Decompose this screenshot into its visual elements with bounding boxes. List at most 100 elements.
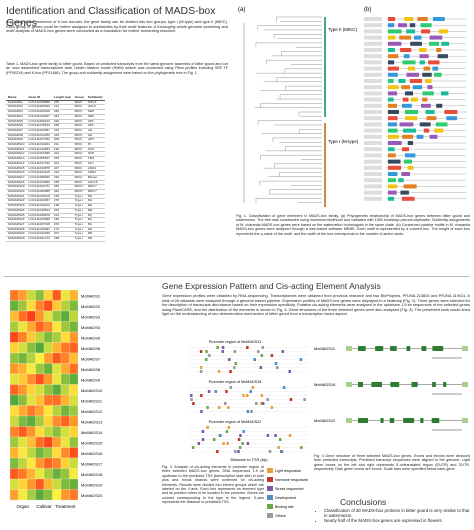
- motif-label-box: [364, 134, 382, 139]
- motif-box: [425, 79, 432, 83]
- heatmap-cell: [52, 436, 62, 448]
- heatmap-cell: [43, 352, 53, 364]
- motif-box: [388, 159, 401, 164]
- table-cell: Type I: [72, 227, 86, 233]
- table-cell: TM3: [85, 156, 105, 162]
- heatmap-cell: [43, 300, 53, 312]
- heatmap-cell: [9, 415, 19, 427]
- heatmap-cell: [60, 447, 70, 459]
- table-cell: McMADS29: [6, 231, 27, 238]
- heatmap-cell: [52, 342, 62, 354]
- table-cell: 224: [51, 152, 73, 158]
- motif-box: [404, 91, 414, 96]
- motif-box: [398, 178, 404, 183]
- heatmap-cell: [9, 405, 19, 417]
- motif-box: [432, 17, 445, 21]
- heatmap-cell: [43, 457, 53, 469]
- table-cell: AP1: [85, 123, 105, 129]
- promoter-title: Promoter region of McMADS22: [209, 420, 262, 424]
- heatmap-cell: [52, 331, 62, 343]
- heatmap-cell: [69, 436, 79, 448]
- heatmap-cell: [60, 436, 70, 448]
- gene-label: McMADS18: [314, 382, 336, 387]
- cis-element: [288, 434, 292, 437]
- motif-box: [388, 29, 402, 34]
- heatmap-cell: [18, 478, 28, 490]
- heatmap-cell: [35, 468, 45, 480]
- heatmap-cell: [69, 478, 79, 490]
- cis-element: [289, 398, 293, 401]
- motif-box: [407, 165, 414, 170]
- table-cell: LOC111021472: [26, 236, 52, 242]
- exon: [406, 346, 411, 351]
- motif-box: [388, 178, 396, 183]
- table-cell: Mδ: [85, 236, 105, 242]
- gene-label: McMADS11: [314, 346, 336, 351]
- table-cell: LOC111018514: [26, 207, 52, 214]
- heatmap-cell: [9, 321, 19, 333]
- table-row: McMADS24 LOC111018514 254 Type I Mβ: [6, 207, 105, 214]
- table-cell: 219: [51, 171, 73, 176]
- exon: [432, 382, 436, 387]
- table-cell: McMADS20: [6, 189, 27, 195]
- heatmap-cell: [69, 468, 79, 480]
- motif-box: [407, 66, 415, 71]
- table-cell: 229: [51, 133, 73, 139]
- heatmap-cell: [43, 394, 53, 406]
- motif-box: [428, 60, 440, 65]
- conclusions-items: Classification of 30 MADS-box proteins i…: [316, 508, 470, 523]
- motif-label-box: [364, 85, 382, 90]
- cis-element: [200, 410, 203, 413]
- exon: [371, 382, 382, 387]
- heatmap-cell: [18, 447, 28, 459]
- heatmap-cell: [60, 426, 70, 438]
- table-row: McMADS12 LOC111021899 224 MIKC SVP: [6, 152, 105, 158]
- table-row: McMADS17 LOC111008240 230 MIKC Bsister: [6, 175, 105, 181]
- motif-label-box: [364, 41, 382, 46]
- heatmap-cell: [60, 342, 70, 354]
- table-cell: FLC: [85, 161, 105, 167]
- table-row: McMADS8 LOC111014780 229 MIKC AG: [6, 133, 105, 139]
- table-header-cell: Name: [6, 95, 27, 101]
- cis-element: [274, 362, 278, 365]
- heatmap-group-label: Organ: [16, 504, 29, 509]
- table-cell: 207: [51, 232, 73, 238]
- table-row: McMADS10 LOC111019201 211 MIKC PI: [6, 142, 105, 148]
- heatmap-cell: [60, 321, 70, 333]
- table-cell: AP1: [85, 119, 105, 125]
- heatmap-cell: [52, 415, 62, 427]
- cis-element: [242, 394, 245, 397]
- heatmap-cell: [18, 373, 28, 385]
- table-cell: McMADS15: [6, 165, 27, 172]
- heatmap-group-label: Cultivar: [36, 504, 52, 509]
- table-cell: Type I: [72, 236, 86, 242]
- motif-box: [388, 48, 395, 52]
- gene-table: Name Gene ID Length (aa) Group Subfamily McMA…: [6, 95, 228, 242]
- cis-element: [281, 350, 284, 353]
- motif-label-box: [364, 190, 382, 195]
- heatmap-cell: [43, 426, 53, 438]
- table-cell: McMADS18: [6, 179, 27, 186]
- motif-box: [388, 134, 399, 139]
- heatmap-cell: [52, 363, 62, 375]
- table-cell: 258: [51, 123, 73, 129]
- table-cell: MIKC: [72, 156, 86, 162]
- intro-text: According to the presence of K-box domai…: [6, 19, 228, 34]
- heatmap-cell: [18, 415, 28, 427]
- legend-swatch: [267, 495, 273, 500]
- clade-bracket: [324, 17, 326, 117]
- table-cell: PI: [85, 142, 105, 148]
- heatmap-cell: [69, 489, 79, 501]
- table-cell: SVP: [85, 147, 105, 153]
- heatmap-cell: [9, 363, 19, 375]
- heatmap-cell: [35, 415, 45, 427]
- motif-box: [429, 41, 440, 46]
- cis-element: [299, 358, 303, 361]
- table-cell: McMADS9: [6, 138, 27, 144]
- motif-label-box: [364, 184, 382, 189]
- motif-box: [388, 23, 395, 28]
- cis-element: [192, 402, 195, 405]
- table-cell: 247: [51, 166, 73, 172]
- motif-box: [419, 122, 431, 127]
- motif-label-box: [364, 48, 382, 52]
